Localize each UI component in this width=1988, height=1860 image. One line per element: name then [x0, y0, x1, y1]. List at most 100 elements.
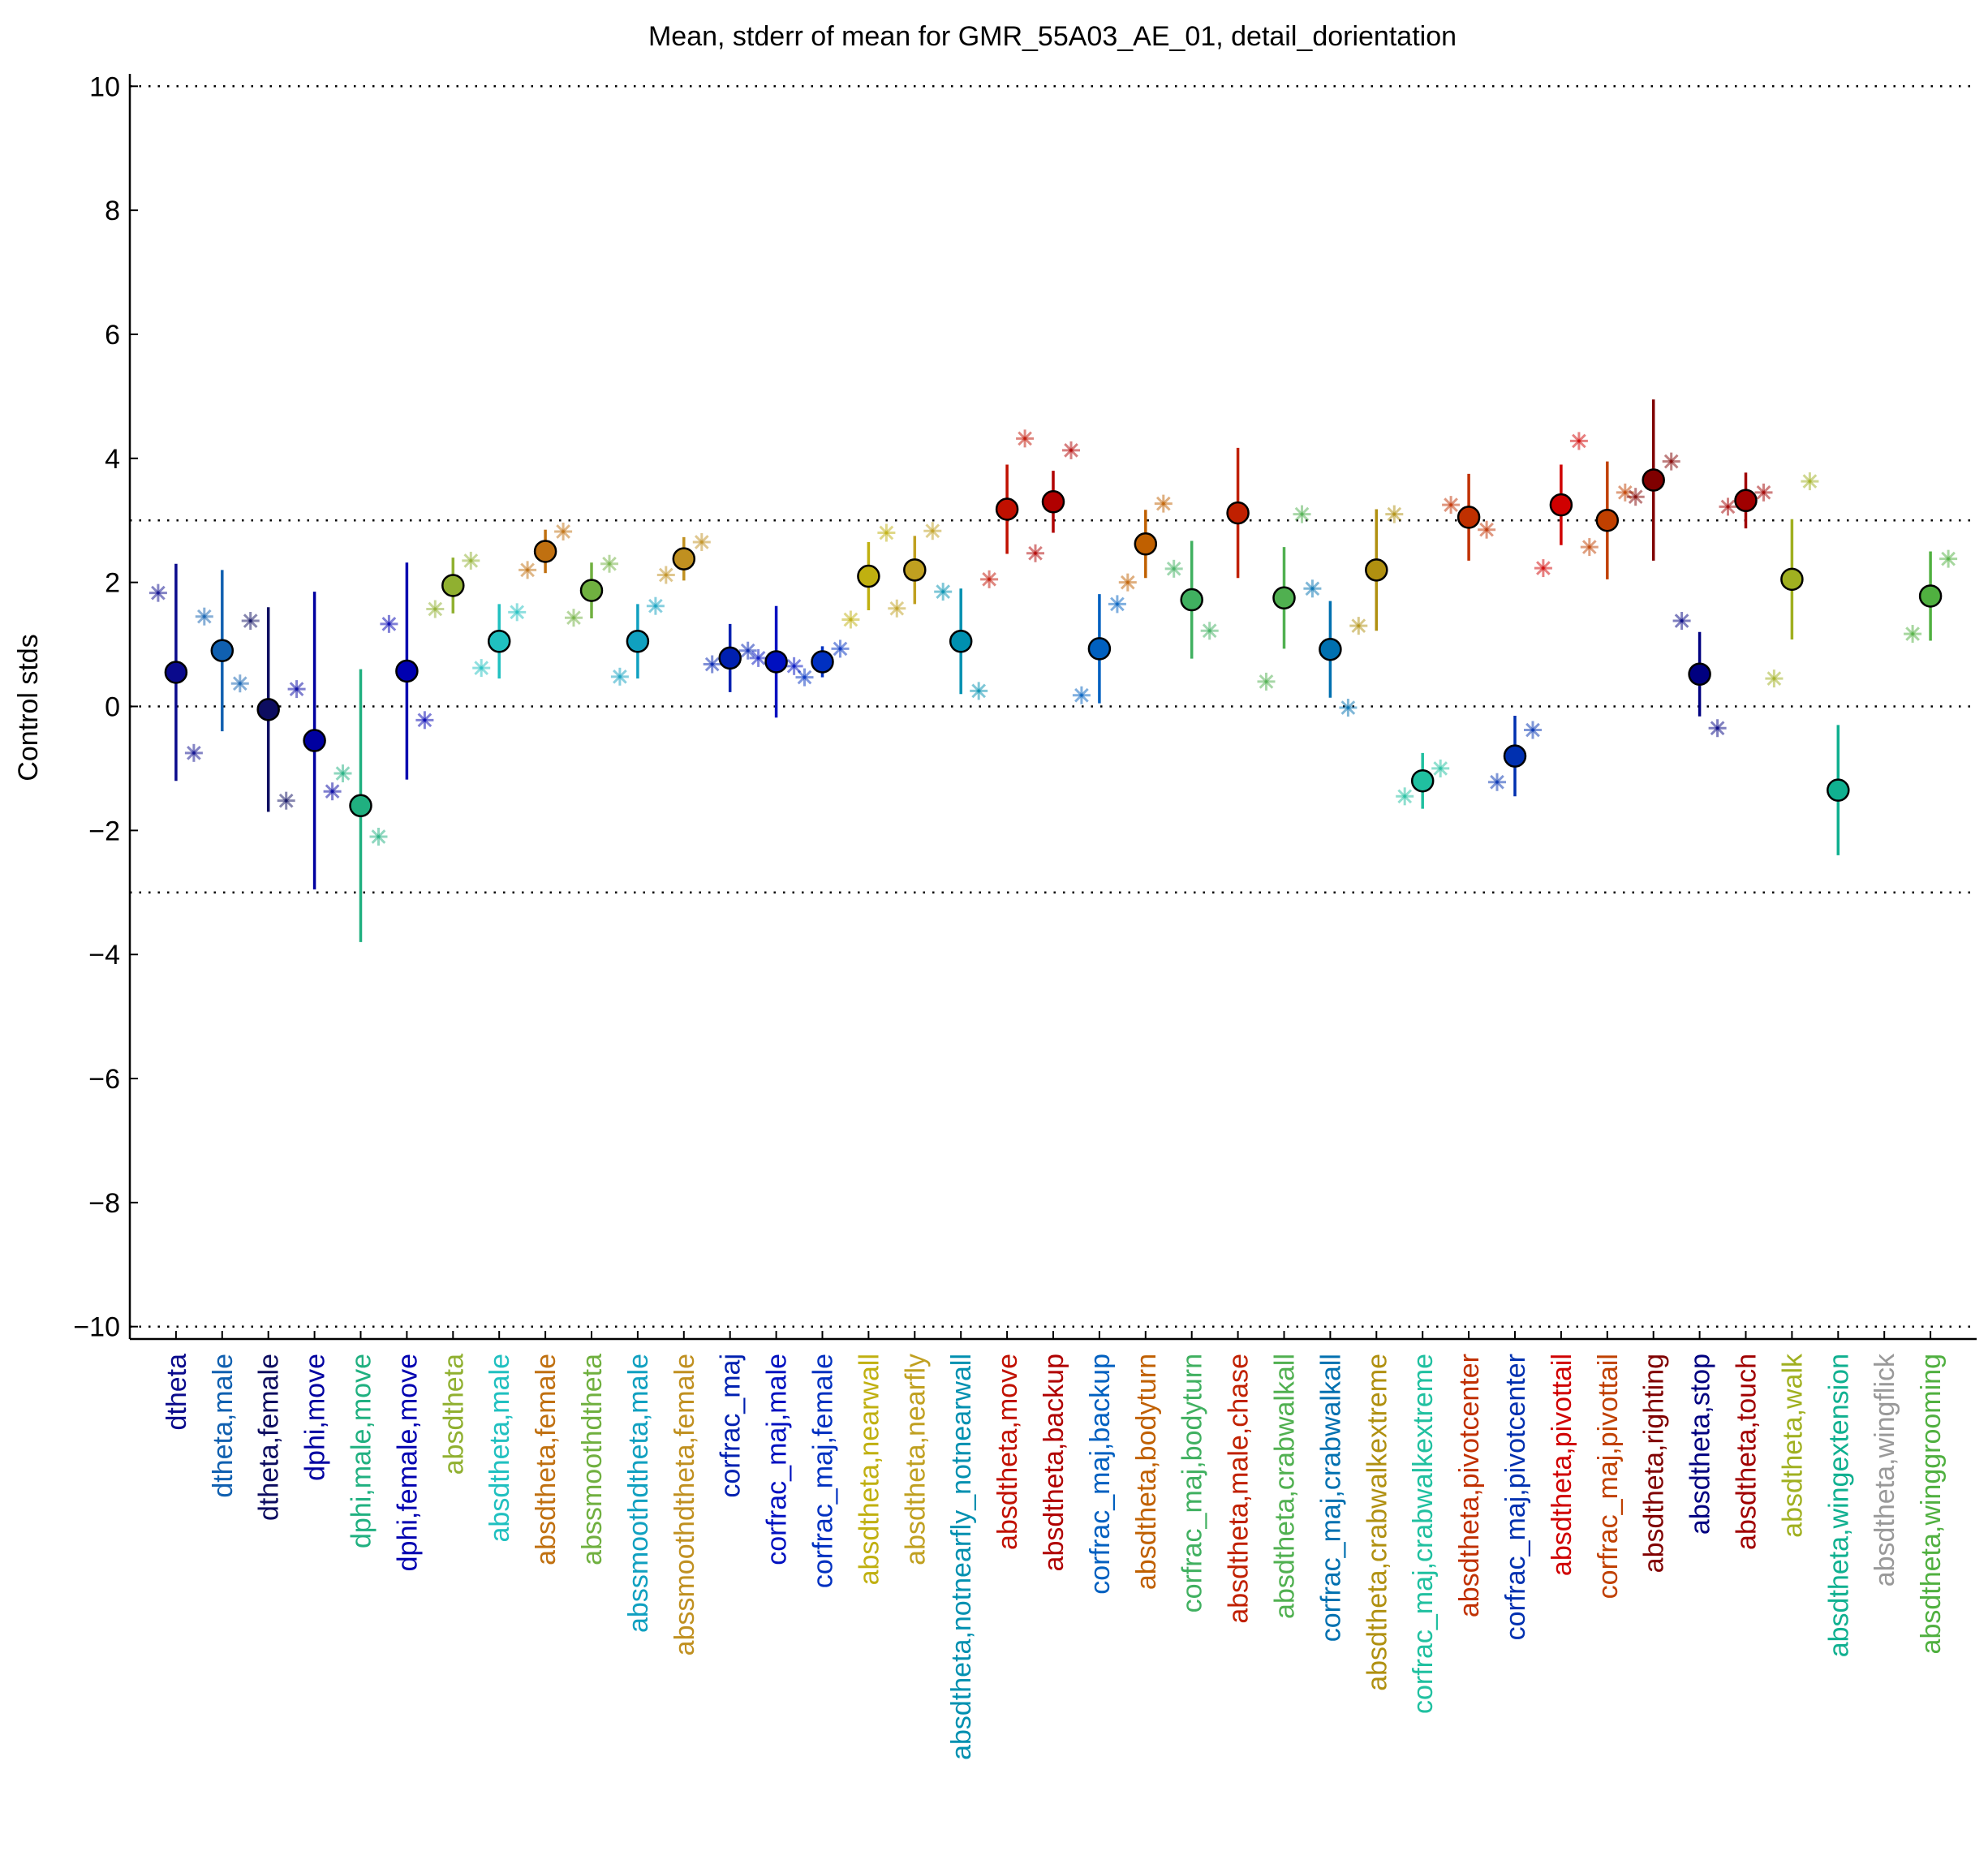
x-tick-label: absdtheta,backup	[1039, 1354, 1069, 1571]
x-tick-label: absdtheta,wingextension	[1823, 1354, 1854, 1657]
mean-marker	[1734, 489, 1758, 513]
star-marker	[415, 711, 434, 730]
star-marker	[841, 610, 860, 629]
star-stroke	[1110, 596, 1125, 612]
y-tick-label: −10	[73, 1312, 120, 1343]
star-marker	[692, 532, 711, 551]
star-marker	[656, 566, 675, 584]
x-tick-label: absdtheta,wingflick	[1870, 1353, 1900, 1587]
star-marker	[472, 659, 491, 678]
mean-marker	[441, 574, 465, 597]
x-tick-label: absdtheta,nearwall	[854, 1354, 884, 1585]
x-tick-label: absdtheta,bodyturn	[1131, 1354, 1162, 1590]
mean-marker	[1180, 588, 1203, 612]
star-stroke	[1433, 761, 1448, 776]
star-marker	[148, 583, 167, 602]
star-marker	[600, 554, 618, 573]
star-stroke	[704, 657, 720, 672]
star-stroke	[889, 601, 905, 616]
star-stroke	[289, 682, 304, 696]
y-tick-label: 0	[105, 692, 120, 723]
star-stroke	[1397, 789, 1413, 804]
chart-title: Mean, stderr of mean for GMR_55A03_AE_01…	[648, 21, 1457, 52]
star-stroke	[1628, 489, 1643, 505]
mean-marker	[164, 661, 188, 684]
star-stroke	[1028, 545, 1043, 561]
star-stroke	[1155, 496, 1171, 511]
star-marker	[1442, 496, 1461, 515]
mean-marker	[1595, 508, 1620, 532]
star-stroke	[510, 605, 525, 620]
x-tick-label: corfrac_maj,pivottail	[1593, 1354, 1624, 1599]
x-tick-label: dphi,move	[300, 1354, 331, 1481]
star-stroke	[1663, 454, 1679, 469]
mean-marker	[1457, 506, 1481, 529]
mean-marker	[672, 547, 696, 570]
x-tick-label: corfrac_maj,crabwalkall	[1315, 1354, 1346, 1642]
star-stroke	[1294, 506, 1310, 522]
star-marker	[785, 657, 803, 675]
star-marker	[1524, 721, 1542, 739]
star-marker	[934, 583, 953, 601]
mean-marker	[1780, 567, 1804, 592]
star-stroke	[1802, 474, 1818, 489]
x-tick-label: absdtheta,touch	[1732, 1354, 1762, 1550]
star-marker	[1385, 505, 1404, 523]
mean-marker	[1087, 637, 1112, 661]
star-stroke	[1387, 506, 1402, 522]
mean-marker	[579, 579, 604, 602]
star-stroke	[428, 601, 443, 617]
x-tick-label: dtheta,male	[208, 1354, 239, 1498]
x-tick-label: abssmoothdtheta,female	[669, 1354, 700, 1655]
star-marker	[184, 743, 203, 762]
star-stroke	[1202, 623, 1217, 639]
x-tick-label: absdtheta,walk	[1777, 1353, 1808, 1538]
star-stroke	[1120, 575, 1135, 590]
mean-marker	[1642, 468, 1665, 492]
mean-marker	[626, 630, 650, 653]
star-marker	[831, 639, 850, 658]
star-marker	[1026, 544, 1044, 562]
mean-marker	[995, 497, 1019, 521]
star-stroke	[1766, 671, 1782, 686]
x-tick-label: absdtheta,notnearfly_notnearwall	[946, 1354, 977, 1760]
x-tick-label: absdtheta,nearfly	[900, 1354, 931, 1565]
star-stroke	[1572, 433, 1586, 449]
x-tick-label: dtheta,female	[254, 1354, 285, 1521]
star-stroke	[1536, 561, 1551, 575]
x-tick-label: absdtheta,righting	[1639, 1354, 1670, 1573]
star-stroke	[971, 683, 987, 699]
mean-marker	[303, 729, 326, 752]
star-stroke	[602, 556, 617, 571]
star-marker	[1754, 483, 1773, 502]
star-stroke	[1340, 700, 1356, 715]
star-marker	[1108, 595, 1126, 614]
star-stroke	[879, 525, 894, 540]
mean-marker	[764, 650, 788, 674]
star-marker	[1662, 452, 1680, 471]
star-stroke	[1444, 497, 1458, 512]
x-tick-label: dphi,male,move	[346, 1354, 377, 1548]
x-tick-label: abssmoothdtheta	[577, 1354, 608, 1565]
star-marker	[970, 682, 988, 700]
mean-marker	[487, 630, 511, 653]
star-marker	[1488, 773, 1506, 791]
star-stroke	[1166, 562, 1181, 576]
y-tick-label: 8	[105, 196, 120, 226]
star-stroke	[1617, 485, 1633, 500]
mean-marker	[1688, 662, 1711, 687]
star-marker	[1569, 432, 1588, 450]
star-marker	[1062, 441, 1080, 459]
star-stroke	[1490, 774, 1504, 790]
star-stroke	[658, 567, 673, 583]
mean-marker	[811, 650, 834, 674]
star-marker	[1939, 549, 1958, 568]
star-stroke	[1018, 431, 1032, 446]
star-stroke	[797, 670, 812, 685]
star-stroke	[833, 641, 848, 657]
mean-marker	[210, 639, 235, 662]
star-stroke	[925, 523, 940, 539]
x-tick-label: corfrac_maj,crabwalkextreme	[1408, 1354, 1439, 1714]
star-stroke	[1479, 522, 1494, 537]
